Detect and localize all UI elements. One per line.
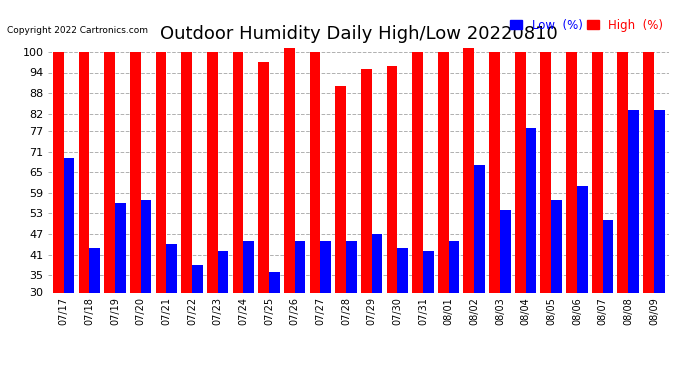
Bar (181, 52, 192, 292)
Bar (233, 52, 244, 292)
Bar (577, 186, 588, 292)
Bar (320, 241, 331, 292)
Bar (551, 200, 562, 292)
Bar (397, 248, 408, 292)
Bar (540, 52, 551, 292)
Bar (104, 52, 115, 292)
Bar (489, 52, 500, 292)
Text: Copyright 2022 Cartronics.com: Copyright 2022 Cartronics.com (7, 26, 148, 35)
Bar (372, 234, 382, 292)
Bar (53, 52, 63, 292)
Bar (515, 52, 526, 292)
Bar (654, 110, 664, 292)
Bar (526, 128, 536, 292)
Bar (217, 251, 228, 292)
Bar (310, 52, 320, 292)
Bar (464, 48, 474, 292)
Bar (566, 52, 577, 292)
Bar (500, 210, 511, 292)
Bar (295, 241, 306, 292)
Bar (63, 158, 75, 292)
Bar (155, 52, 166, 292)
Bar (618, 52, 628, 292)
Bar (284, 48, 295, 292)
Bar (438, 52, 449, 292)
Bar (643, 52, 654, 292)
Bar (335, 86, 346, 292)
Legend: Low  (%), High  (%): Low (%), High (%) (511, 19, 663, 32)
Bar (361, 69, 372, 292)
Bar (628, 110, 639, 292)
Bar (346, 241, 357, 292)
Bar (386, 66, 397, 292)
Bar (423, 251, 434, 292)
Bar (258, 62, 269, 292)
Title: Outdoor Humidity Daily High/Low 20220810: Outdoor Humidity Daily High/Low 20220810 (160, 26, 558, 44)
Bar (474, 165, 485, 292)
Bar (115, 203, 126, 292)
Bar (269, 272, 279, 292)
Bar (192, 265, 203, 292)
Bar (90, 248, 100, 292)
Bar (207, 52, 217, 292)
Bar (412, 52, 423, 292)
Bar (592, 52, 602, 292)
Bar (130, 52, 141, 292)
Bar (602, 220, 613, 292)
Bar (166, 244, 177, 292)
Bar (244, 241, 254, 292)
Bar (141, 200, 152, 292)
Bar (448, 241, 460, 292)
Bar (79, 52, 90, 292)
